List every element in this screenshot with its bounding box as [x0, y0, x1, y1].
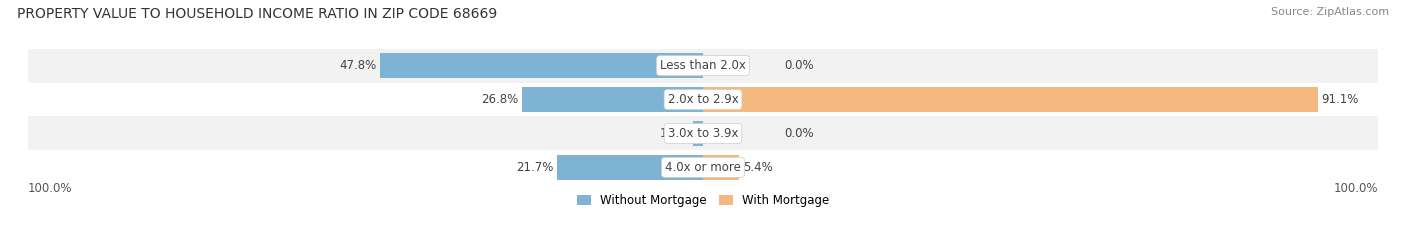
- Text: 2.0x to 2.9x: 2.0x to 2.9x: [668, 93, 738, 106]
- Text: 0.0%: 0.0%: [785, 127, 814, 140]
- Text: 47.8%: 47.8%: [340, 59, 377, 72]
- Bar: [703, 155, 740, 180]
- Text: Less than 2.0x: Less than 2.0x: [659, 59, 747, 72]
- Text: 3.0x to 3.9x: 3.0x to 3.9x: [668, 127, 738, 140]
- Text: Source: ZipAtlas.com: Source: ZipAtlas.com: [1271, 7, 1389, 17]
- Text: 21.7%: 21.7%: [516, 161, 553, 174]
- Bar: [381, 53, 703, 78]
- Bar: [557, 155, 703, 180]
- Text: 91.1%: 91.1%: [1322, 93, 1358, 106]
- Text: 100.0%: 100.0%: [1333, 182, 1378, 195]
- Text: 0.0%: 0.0%: [785, 59, 814, 72]
- Text: 26.8%: 26.8%: [481, 93, 519, 106]
- Text: 4.0x or more: 4.0x or more: [665, 161, 741, 174]
- Bar: [28, 150, 1378, 184]
- Text: 5.4%: 5.4%: [742, 161, 772, 174]
- Bar: [703, 87, 1317, 112]
- Bar: [28, 83, 1378, 116]
- Bar: [693, 121, 703, 146]
- Bar: [28, 49, 1378, 83]
- Text: 100.0%: 100.0%: [28, 182, 73, 195]
- Legend: Without Mortgage, With Mortgage: Without Mortgage, With Mortgage: [572, 190, 834, 212]
- Text: 1.5%: 1.5%: [659, 127, 689, 140]
- Text: PROPERTY VALUE TO HOUSEHOLD INCOME RATIO IN ZIP CODE 68669: PROPERTY VALUE TO HOUSEHOLD INCOME RATIO…: [17, 7, 498, 21]
- Bar: [28, 116, 1378, 150]
- Bar: [522, 87, 703, 112]
